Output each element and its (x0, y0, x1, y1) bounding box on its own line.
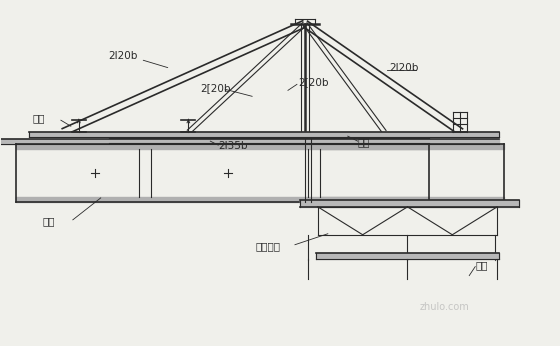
Text: 锁杆: 锁杆 (33, 113, 45, 123)
Text: 走板: 走板 (358, 137, 370, 147)
Text: 2I35b: 2I35b (218, 141, 248, 151)
Text: 架体: 架体 (43, 216, 55, 226)
Text: 2[20b: 2[20b (298, 78, 328, 88)
Text: zhulo.com: zhulo.com (419, 302, 469, 312)
Text: 吸杆: 吸杆 (475, 261, 488, 271)
Text: 2I20b: 2I20b (109, 52, 138, 62)
Text: 2[20b: 2[20b (200, 83, 231, 93)
Text: 2I20b: 2I20b (390, 63, 419, 73)
Text: 底模桥片: 底模桥片 (255, 241, 280, 251)
